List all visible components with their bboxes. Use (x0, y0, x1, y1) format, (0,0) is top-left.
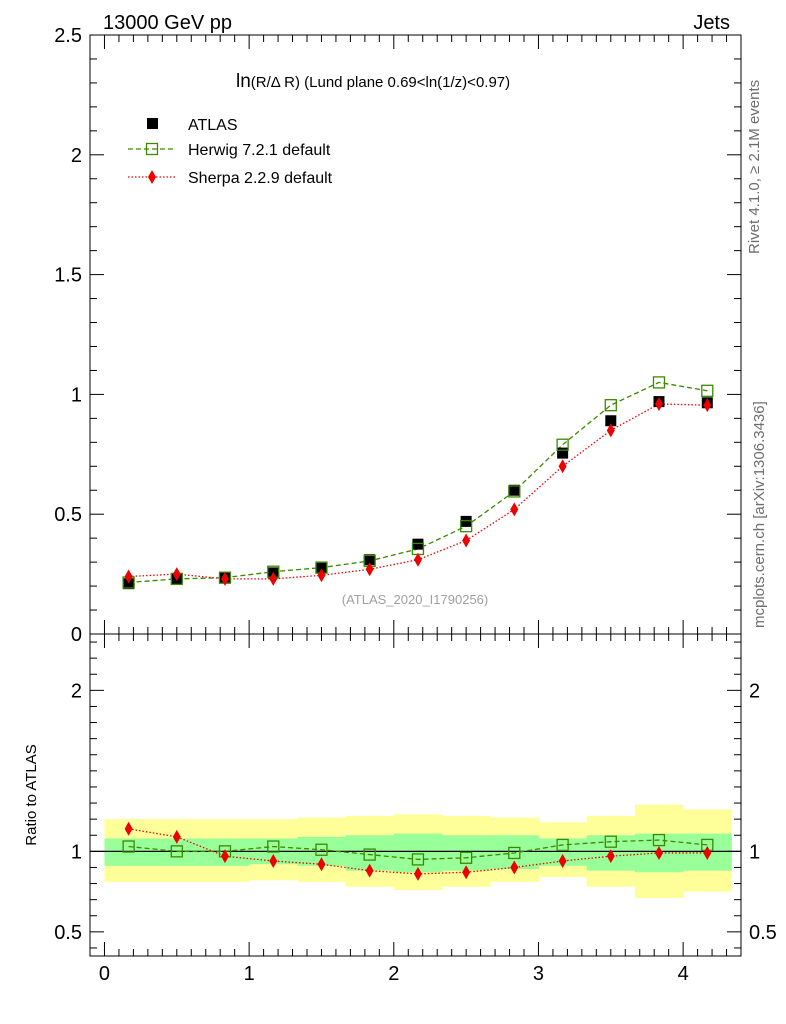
herwig-point (508, 485, 521, 498)
sherpa-point (654, 396, 663, 411)
mcplots-label: mcplots.cern.ch [arXiv:1306.3436] (751, 401, 768, 628)
ratio-sherpa-point (510, 860, 519, 875)
ratio-sherpa-point (172, 829, 181, 844)
legend-atlas-label: ATLAS (188, 117, 238, 134)
ratio-herwig-point (411, 853, 425, 866)
ratio-herwig-point (363, 848, 376, 861)
main-ytick-label: 2 (71, 145, 82, 167)
legend-herwig-label: Herwig 7.2.1 default (188, 142, 331, 159)
ratio-sherpa-point (317, 857, 326, 872)
ratio-ytick-label-right: 0.5 (749, 922, 777, 944)
ratio-ytick-label-right: 2 (749, 680, 760, 702)
ratio-sherpa-point (703, 845, 712, 860)
atlas-point (460, 515, 472, 527)
title-arg: (R/Δ R) (251, 74, 300, 91)
ratio-ytick-label-right: 1 (749, 841, 760, 863)
herwig-point (701, 384, 714, 397)
sherpa-point (269, 571, 278, 586)
main-series (122, 376, 714, 590)
ratio-sherpa-point (413, 866, 422, 881)
ratio-herwig-point (122, 840, 135, 853)
legend: ATLAS Herwig 7.2.1 default Sherpa 2.2.9 … (128, 117, 333, 187)
sherpa-point (606, 423, 615, 438)
main-ytick-label: 2.5 (54, 25, 82, 47)
sherpa-point (365, 562, 374, 577)
ratio-herwig-point (170, 845, 183, 858)
ratio-axes: 0.5 0.5 1 1 2 2 0 1 2 3 4 (54, 634, 777, 985)
sherpa-point (558, 459, 567, 474)
ratio-herwig-point (267, 840, 280, 853)
ratio-sherpa-point (654, 845, 663, 860)
title-rest: (Lund plane 0.69<ln(1/z)<0.97) (300, 74, 510, 91)
main-axes: 0 0.5 1 1.5 2 2.5 (54, 25, 741, 646)
ratio-bands (104, 804, 732, 899)
ratio-band-inner (393, 833, 443, 873)
sherpa-point (124, 569, 133, 584)
sherpa-point (703, 398, 712, 413)
main-ytick-label: 1.5 (54, 265, 82, 287)
herwig-point (604, 399, 617, 412)
ratio-series (122, 821, 714, 881)
ratio-ytick-label: 2 (71, 680, 82, 702)
ratio-ylabel: Ratio to ATLAS (23, 744, 40, 845)
ratio-ytick-label: 1 (71, 841, 82, 863)
atlas-point (123, 578, 135, 590)
plot-title: ln(R/Δ R) (Lund plane 0.69<ln(1/z)<0.97) (236, 71, 510, 92)
ratio-sherpa-point (365, 863, 374, 878)
atlas-point (557, 447, 569, 459)
legend-herwig-marker (145, 142, 159, 156)
herwig-point (652, 376, 666, 389)
sherpa-point (510, 502, 519, 517)
ratio-frame (89, 633, 742, 957)
ratio-sherpa-point (462, 865, 471, 880)
ratio-sherpa-point (558, 854, 567, 869)
atlas-point (605, 415, 617, 427)
herwig-point (556, 438, 569, 451)
legend-atlas-marker (147, 118, 158, 129)
ratio-xtick-label: 4 (678, 963, 689, 985)
ratio-sherpa-point (269, 854, 278, 869)
ratio-xtick-label: 0 (99, 963, 110, 985)
ratio-herwig-point (556, 838, 569, 852)
atlas-point (315, 562, 327, 574)
atlas-point (364, 554, 376, 566)
rivet-label: Rivet 4.1.0, ≥ 2.1M events (746, 80, 763, 254)
main-ytick-label: 0 (71, 624, 82, 646)
sherpa-point (462, 533, 471, 548)
sherpa-point (413, 552, 422, 567)
herwig-line (128, 381, 708, 584)
title-ln: ln (236, 71, 251, 92)
ratio-sherpa-point (124, 821, 133, 836)
ratio-xtick-label: 3 (533, 963, 544, 985)
sherpa-point (317, 568, 326, 583)
main-ytick-label: 1 (71, 384, 82, 406)
ratio-ytick-label: 0.5 (54, 922, 82, 944)
ratio-herwig-point (652, 833, 666, 847)
sherpa-point (172, 567, 181, 582)
sherpa-point (220, 571, 229, 586)
process-label: Jets (693, 12, 730, 34)
ratio-sherpa-point (606, 849, 615, 864)
legend-sherpa-label: Sherpa 2.2.9 default (188, 170, 333, 187)
energy-label: 13000 GeV pp (103, 12, 232, 34)
atlas-point (508, 484, 520, 496)
main-ytick-label: 0.5 (54, 504, 82, 526)
atlas-point (412, 538, 424, 550)
ratio-xtick-label: 1 (244, 963, 255, 985)
ratio-herwig-point (604, 835, 617, 848)
ratio-herwig-point (459, 851, 473, 864)
ratio-herwig-point (508, 846, 521, 860)
ratio-band-inner (441, 835, 491, 871)
legend-sherpa-marker (148, 170, 156, 184)
ratio-herwig-point (315, 843, 328, 856)
herwig-point (459, 520, 473, 533)
ratio-xtick-label: 2 (388, 963, 399, 985)
analysis-watermark: (ATLAS_2020_I1790256) (342, 592, 488, 607)
ratio-sherpa-point (220, 849, 229, 864)
sherpa-line (128, 403, 708, 580)
